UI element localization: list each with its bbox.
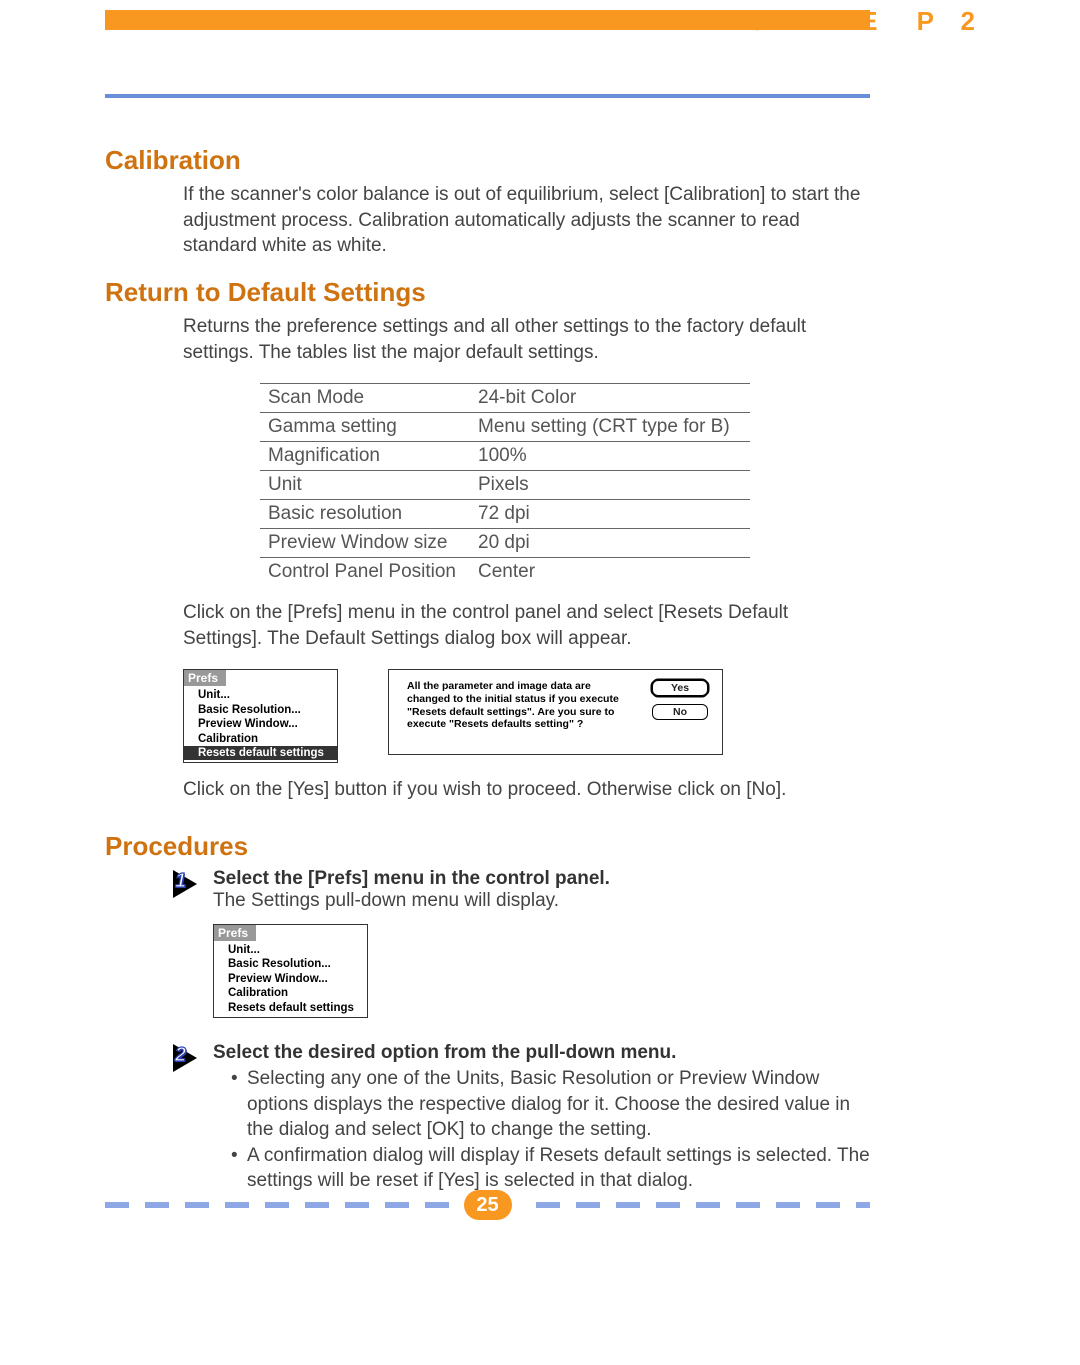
- table-row: Preview Window size20 dpi: [260, 529, 750, 558]
- footer-dashes-left: [105, 1202, 456, 1208]
- page-footer: 25: [105, 1190, 870, 1220]
- defaults-intro: Returns the preference settings and all …: [183, 314, 870, 365]
- step-number-2: 2: [175, 1044, 186, 1067]
- table-row: UnitPixels: [260, 471, 750, 500]
- confirm-dialog-screenshot: All the parameter and image data are cha…: [388, 669, 723, 755]
- defaults-after-dialog: Click on the [Yes] button if you wish to…: [183, 777, 870, 803]
- table-row: Basic resolution72 dpi: [260, 500, 750, 529]
- procedure-step: 2 Select the desired option from the pul…: [173, 1042, 870, 1194]
- prefs-menu-item: Unit...: [184, 688, 337, 702]
- prefs-menu-item: Basic Resolution...: [214, 957, 367, 971]
- prefs-menu-item: Calibration: [184, 732, 337, 746]
- prefs-menu-item: Preview Window...: [184, 717, 337, 731]
- table-row: Scan Mode24-bit Color: [260, 384, 750, 413]
- page-number-badge: 25: [464, 1190, 512, 1220]
- prefs-menu-item: Basic Resolution...: [184, 703, 337, 717]
- prefs-menu-item: Unit...: [214, 943, 367, 957]
- step-badge-1: 1: [173, 868, 203, 902]
- defaults-after-table: Click on the [Prefs] menu in the control…: [183, 600, 870, 651]
- step-2-bullet: A confirmation dialog will display if Re…: [231, 1143, 870, 1194]
- prefs-menu-item: Calibration: [214, 986, 367, 1000]
- defaults-table: Scan Mode24-bit Color Gamma settingMenu …: [260, 383, 750, 586]
- step-1-body: The Settings pull-down menu will display…: [213, 890, 870, 912]
- step-label: S T E P: [748, 6, 950, 37]
- prefs-menu-title: Prefs: [214, 925, 256, 941]
- table-row: Control Panel PositionCenter: [260, 558, 750, 587]
- step-2-bullet: Selecting any one of the Units, Basic Re…: [231, 1066, 870, 1143]
- heading-calibration: Calibration: [105, 145, 870, 176]
- heading-procedures: Procedures: [105, 831, 870, 862]
- step-1-title: Select the [Prefs] menu in the control p…: [213, 868, 870, 890]
- table-row: Gamma settingMenu setting (CRT type for …: [260, 413, 750, 442]
- header-rule: [105, 94, 870, 98]
- prefs-menu-title: Prefs: [184, 670, 226, 686]
- prefs-menu-item-selected: Resets default settings: [184, 746, 337, 760]
- calibration-body: If the scanner's color balance is out of…: [183, 182, 870, 259]
- prefs-menu-screenshot: Prefs Unit... Basic Resolution... Previe…: [183, 669, 338, 763]
- table-row: Magnification100%: [260, 442, 750, 471]
- heading-return-defaults: Return to Default Settings: [105, 277, 870, 308]
- prefs-menu-item: Resets default settings: [214, 1001, 367, 1015]
- procedure-step: 1 Select the [Prefs] menu in the control…: [173, 868, 870, 1018]
- prefs-menu-item: Preview Window...: [214, 972, 367, 986]
- step-2-title: Select the desired option from the pull-…: [213, 1042, 870, 1064]
- yes-button: Yes: [652, 680, 708, 696]
- step-number: 2: [961, 6, 975, 37]
- prefs-menu-screenshot-2: Prefs Unit... Basic Resolution... Previe…: [213, 924, 368, 1018]
- footer-dashes-right: [520, 1202, 871, 1208]
- confirm-message: All the parameter and image data are cha…: [407, 680, 632, 730]
- no-button: No: [652, 704, 708, 720]
- step-number-1: 1: [175, 870, 186, 893]
- step-badge-2: 2: [173, 1042, 203, 1076]
